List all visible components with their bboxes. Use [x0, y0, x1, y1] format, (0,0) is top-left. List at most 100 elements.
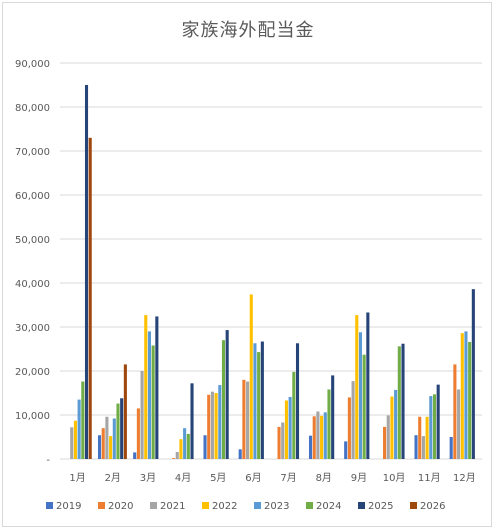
- legend: 2019 2020 2021 2022 2023 2024 2025 2026: [46, 501, 445, 512]
- bar-2026-1: [88, 137, 92, 460]
- x-tick-label: 5月: [210, 472, 226, 484]
- legend-label-2025: 2025: [368, 501, 393, 512]
- bar-2021-3: [140, 371, 144, 459]
- x-tick-label: 1月: [69, 472, 85, 484]
- bar-2019-8: [308, 435, 313, 459]
- bar-2020-2: [101, 428, 105, 459]
- bar-2019-11: [414, 435, 418, 459]
- bar-2025-6: [260, 341, 264, 459]
- bar-2020-8: [312, 416, 316, 459]
- bar-2019-9: [344, 441, 348, 459]
- legend-label-2020: 2020: [108, 501, 133, 512]
- bar-2022-10: [390, 396, 394, 459]
- legend-swatch-2022: [202, 502, 209, 509]
- bar-2025-8: [331, 375, 335, 459]
- bar-2025-11: [436, 384, 440, 459]
- bar-2021-8: [316, 411, 320, 459]
- bar-2019-2: [97, 435, 102, 459]
- y-tick-label: -: [46, 455, 50, 466]
- bar-2019-3: [133, 452, 137, 459]
- bar-2021-9: [351, 381, 355, 459]
- bar-2024-2: [116, 403, 120, 459]
- y-tick-label: 90,000: [15, 59, 50, 70]
- bar-2022-8: [320, 415, 324, 459]
- bar-2020-6: [242, 379, 246, 459]
- bar-2022-1: [73, 420, 77, 459]
- legend-swatch-2026: [410, 502, 417, 509]
- y-tick-label: 70,000: [15, 147, 50, 158]
- x-tick-label: 6月: [245, 472, 261, 484]
- y-tick-label: 10,000: [15, 411, 50, 422]
- bar-2025-3: [155, 316, 159, 459]
- x-tick-label: 3月: [140, 472, 156, 484]
- x-tick-label: 11月: [418, 472, 441, 484]
- x-tick-label: 2月: [105, 472, 121, 484]
- bar-2020-3: [136, 408, 140, 459]
- y-tick-label: 30,000: [15, 323, 50, 334]
- legend-label-2024: 2024: [316, 501, 341, 512]
- y-tick-label: 20,000: [15, 367, 50, 378]
- bar-2024-3: [151, 345, 155, 459]
- bar-2025-10: [401, 343, 405, 459]
- bar-2023-2: [112, 418, 116, 459]
- bar-2022-3: [144, 315, 148, 459]
- bar-2023-3: [147, 331, 152, 459]
- bar-2023-1: [77, 399, 81, 459]
- bar-2024-6: [257, 352, 261, 459]
- bars: [70, 85, 475, 460]
- chart-title: 家族海外配当金: [181, 20, 315, 41]
- bar-2022-11: [425, 416, 429, 459]
- legend-swatch-2019: [46, 502, 53, 509]
- bar-2019-6: [238, 449, 242, 459]
- legend-label-2026: 2026: [420, 501, 445, 512]
- bar-2023-11: [429, 396, 433, 459]
- legend-swatch-2025: [358, 502, 365, 509]
- x-tick-label: 4月: [175, 472, 191, 484]
- x-axis-ticks: 1月 2月 3月 4月 5月 6月 7月 8月 9月 10月 11月 12月: [69, 472, 475, 484]
- bar-2021-4: [175, 451, 179, 459]
- bar-2022-7: [284, 400, 288, 459]
- bar-2021-7: [281, 422, 285, 459]
- bar-2019-5: [203, 435, 207, 459]
- bar-2023-12: [464, 331, 468, 459]
- legend-swatch-2023: [254, 502, 261, 509]
- bar-2020-11: [418, 416, 422, 459]
- bar-2025-4: [190, 383, 194, 459]
- bar-2025-1: [84, 85, 89, 459]
- y-tick-label: 60,000: [15, 191, 50, 202]
- bar-2024-8: [327, 389, 331, 459]
- bar-2024-11: [432, 394, 437, 459]
- bar-2025-7: [295, 343, 300, 459]
- bar-2023-7: [288, 396, 292, 459]
- bar-2020-10: [383, 426, 387, 459]
- bar-2021-5: [210, 391, 214, 459]
- bar-2022-9: [355, 315, 359, 459]
- bar-2025-5: [225, 330, 229, 459]
- bar-2020-12: [453, 364, 457, 459]
- bar-2019-12: [449, 437, 453, 459]
- bar-2021-11: [421, 436, 425, 459]
- legend-label-2023: 2023: [264, 501, 289, 512]
- bar-2022-12: [460, 333, 464, 459]
- bar-2022-2: [109, 436, 113, 459]
- bar-2022-4: [179, 439, 183, 459]
- bar-2024-5: [221, 340, 226, 459]
- bar-2022-6: [249, 294, 253, 459]
- x-tick-label: 10月: [383, 472, 406, 484]
- legend-swatch-2021: [150, 502, 157, 509]
- x-tick-label: 8月: [316, 472, 332, 484]
- bar-2023-6: [253, 343, 257, 459]
- bar-2025-2: [120, 398, 124, 459]
- bar-2026-2: [123, 364, 127, 459]
- legend-label-2022: 2022: [212, 501, 237, 512]
- bar-2024-7: [292, 371, 296, 459]
- bar-2023-5: [218, 385, 222, 459]
- bar-2024-10: [397, 346, 401, 459]
- bar-2024-1: [81, 381, 85, 459]
- y-tick-label: 50,000: [15, 235, 50, 246]
- x-tick-label: 9月: [351, 472, 367, 484]
- gridlines: [60, 62, 482, 460]
- bar-2024-12: [468, 341, 472, 459]
- bar-2021-6: [246, 381, 250, 459]
